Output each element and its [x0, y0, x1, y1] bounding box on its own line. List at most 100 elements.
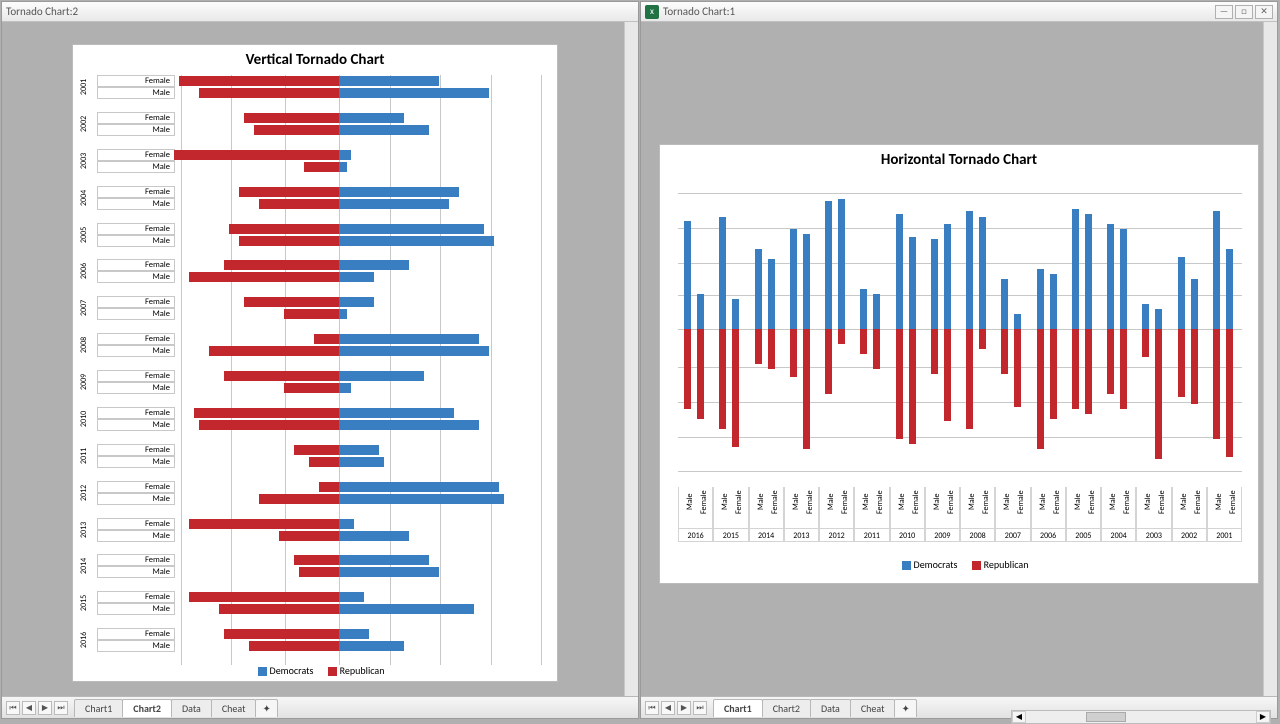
bar-rep: [244, 113, 339, 123]
sheet-tab-cheat[interactable]: Cheat: [211, 699, 257, 717]
bar-dem: [719, 217, 726, 329]
bar-rep: [755, 329, 762, 364]
nav-prev[interactable]: ◀: [22, 701, 36, 715]
bar-rep: [719, 329, 726, 429]
bar-dem: [339, 150, 351, 160]
new-sheet-button[interactable]: ✦: [894, 699, 916, 717]
sheet-tab-data[interactable]: Data: [810, 699, 851, 717]
sheet-tab-chart1[interactable]: Chart1: [713, 699, 763, 717]
bar-dem: [732, 299, 739, 329]
bar-dem: [1050, 274, 1057, 329]
sheet-tab-chart2[interactable]: Chart2: [762, 699, 811, 717]
scroll-thumb[interactable]: [1086, 712, 1126, 722]
scroll-right-arrow[interactable]: ▶: [1256, 711, 1270, 723]
bar-dem: [339, 224, 484, 234]
plot-area-left: [181, 75, 541, 665]
bar-dem: [339, 187, 459, 197]
bar-dem: [1178, 257, 1185, 329]
nav-prev[interactable]: ◀: [661, 701, 675, 715]
bar-rep: [254, 125, 339, 135]
bar-rep: [239, 187, 339, 197]
bar-rep: [896, 329, 903, 439]
bar-dem: [1213, 211, 1220, 329]
bar-rep: [224, 629, 339, 639]
bar-dem: [1085, 214, 1092, 329]
bar-dem: [339, 346, 489, 356]
titlebar-right[interactable]: x Tornado Chart:1 — □ ✕: [641, 2, 1277, 22]
bar-dem: [755, 249, 762, 329]
bar-rep: [259, 494, 339, 504]
maximize-button[interactable]: □: [1235, 5, 1253, 19]
scroll-left-arrow[interactable]: ◀: [1012, 711, 1026, 723]
bar-rep: [1085, 329, 1092, 414]
bar-dem: [838, 199, 845, 329]
nav-last[interactable]: ⏭: [693, 701, 707, 715]
vertical-scrollbar[interactable]: [624, 22, 638, 696]
bar-dem: [790, 229, 797, 329]
bar-rep: [239, 236, 339, 246]
bar-dem: [339, 236, 494, 246]
bar-rep: [803, 329, 810, 449]
nav-next[interactable]: ▶: [38, 701, 52, 715]
sheet-tabbar-left: ⏮ ◀ ▶ ⏭ Chart1Chart2DataCheat✦: [2, 696, 638, 718]
bar-dem: [339, 457, 384, 467]
bar-dem: [339, 371, 424, 381]
bar-rep: [299, 567, 339, 577]
bar-rep: [229, 224, 339, 234]
legend-left: Democrats Republican: [73, 664, 557, 677]
bar-rep: [219, 604, 339, 614]
bar-rep: [189, 519, 339, 529]
bar-rep: [304, 162, 339, 172]
bar-rep: [224, 371, 339, 381]
bar-rep: [189, 592, 339, 602]
close-button[interactable]: ✕: [1255, 5, 1273, 19]
window-title: Tornado Chart:2: [6, 5, 78, 18]
chart-title: Vertical Tornado Chart: [73, 45, 557, 73]
bar-dem: [768, 259, 775, 329]
bar-rep: [284, 383, 339, 393]
nav-next[interactable]: ▶: [677, 701, 691, 715]
titlebar-left[interactable]: Tornado Chart:2: [2, 2, 638, 22]
horizontal-scrollbar[interactable]: ◀ ▶: [1011, 710, 1271, 724]
bar-rep: [825, 329, 832, 394]
bar-dem: [1142, 304, 1149, 329]
workspace-right: Horizontal Tornado Chart MaleFemale2016M…: [641, 22, 1277, 696]
sheet-tab-cheat[interactable]: Cheat: [850, 699, 896, 717]
sheet-tab-chart2[interactable]: Chart2: [122, 699, 172, 717]
vertical-scrollbar[interactable]: [1263, 22, 1277, 696]
bar-dem: [339, 260, 409, 270]
bar-rep: [697, 329, 704, 419]
bar-rep: [1213, 329, 1220, 439]
nav-first[interactable]: ⏮: [645, 701, 659, 715]
bar-dem: [1120, 229, 1127, 329]
bar-dem: [860, 289, 867, 329]
nav-last[interactable]: ⏭: [54, 701, 68, 715]
bar-rep: [732, 329, 739, 447]
bar-dem: [1155, 309, 1162, 329]
nav-first[interactable]: ⏮: [6, 701, 20, 715]
bar-dem: [339, 629, 369, 639]
bar-dem: [803, 234, 810, 329]
bar-dem: [339, 334, 479, 344]
bar-dem: [339, 555, 429, 565]
new-sheet-button[interactable]: ✦: [255, 699, 277, 717]
sheet-tabbar-right: ⏮ ◀ ▶ ⏭ Chart1Chart2DataCheat✦ ◀ ▶: [641, 696, 1277, 718]
minimize-button[interactable]: —: [1215, 5, 1233, 19]
bar-rep: [1178, 329, 1185, 397]
bar-dem: [339, 408, 454, 418]
bar-rep: [860, 329, 867, 354]
bar-rep: [199, 88, 339, 98]
excel-icon: x: [645, 5, 659, 19]
bar-dem: [1037, 269, 1044, 329]
bar-dem: [339, 125, 429, 135]
sheet-tab-data[interactable]: Data: [171, 699, 212, 717]
bar-dem: [339, 272, 374, 282]
bar-dem: [339, 113, 404, 123]
window-right: x Tornado Chart:1 — □ ✕ Horizontal Torna…: [640, 1, 1278, 719]
bar-dem: [931, 239, 938, 329]
bar-rep: [768, 329, 775, 369]
sheet-tab-chart1[interactable]: Chart1: [74, 699, 123, 717]
bar-dem: [339, 199, 449, 209]
bar-rep: [944, 329, 951, 421]
bar-rep: [684, 329, 691, 409]
